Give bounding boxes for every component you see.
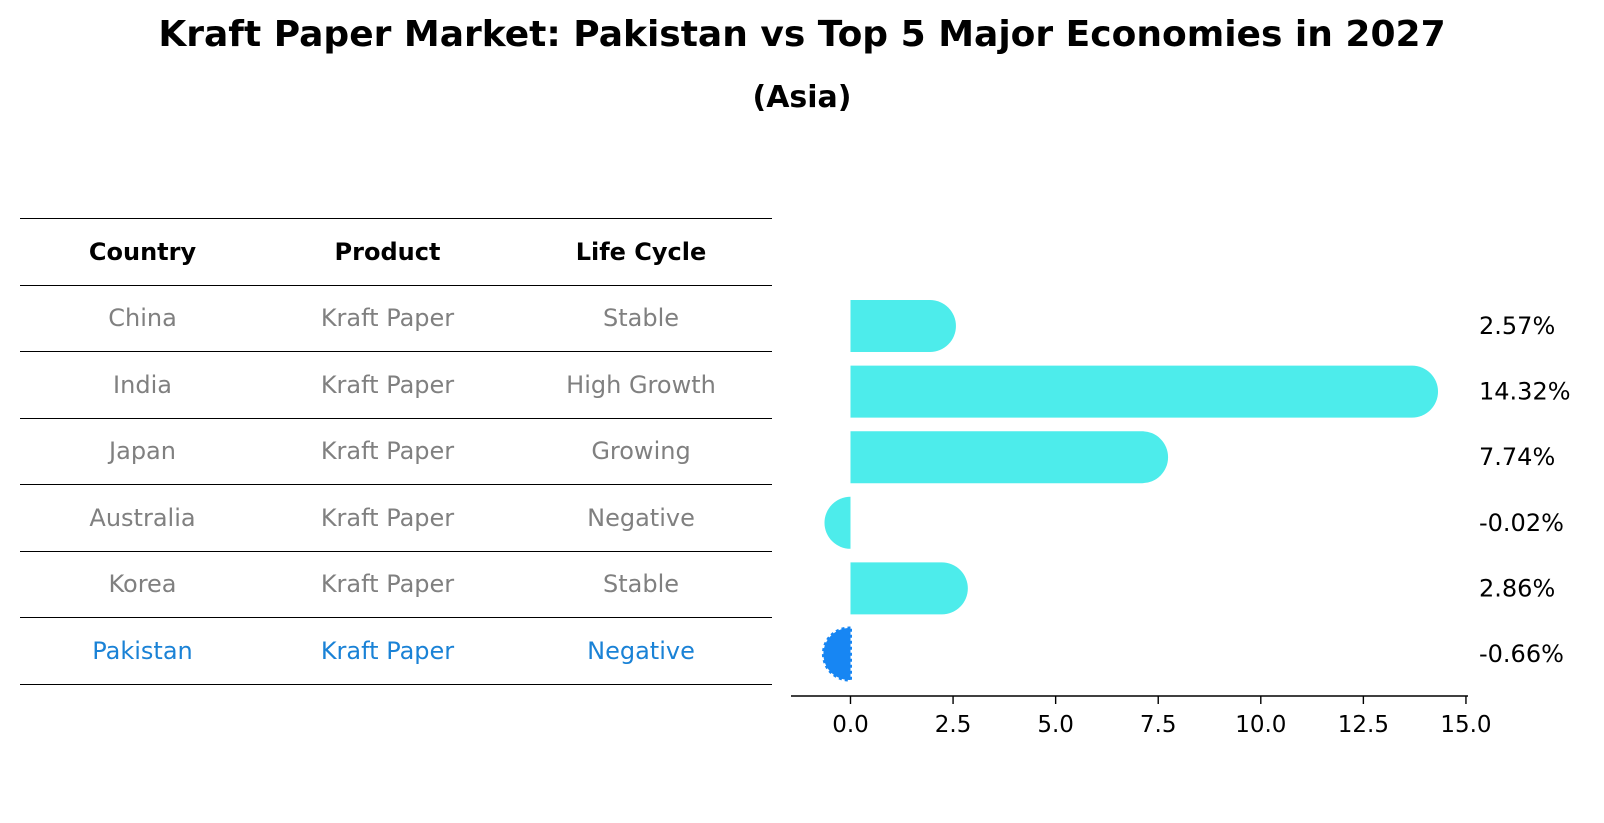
cell-product: Kraft Paper	[265, 484, 510, 552]
x-tick-label: 5.0	[1037, 712, 1074, 738]
cell-country: Japan	[20, 418, 265, 485]
cell-life-cycle: Negative	[510, 484, 772, 552]
x-tick-label: 15.0	[1440, 712, 1491, 738]
cell-life-cycle: Stable	[510, 551, 772, 618]
cell-life-cycle: High Growth	[510, 351, 772, 419]
x-tick-label: 10.0	[1235, 712, 1286, 738]
cell-life-cycle: Stable	[510, 285, 772, 352]
bar-india	[850, 365, 1439, 418]
cell-life-cycle: Negative	[510, 617, 772, 685]
value-label-pakistan: -0.66%	[1479, 640, 1564, 668]
value-label-australia: -0.02%	[1479, 509, 1564, 537]
header-life-cycle: Life Cycle	[510, 218, 772, 286]
table-row: India Kraft Paper High Growth	[20, 351, 772, 419]
data-table: Country Product Life Cycle China Kraft P…	[20, 218, 772, 685]
header-product: Product	[265, 218, 510, 286]
bar-japan	[850, 431, 1169, 484]
bar-korea	[850, 562, 968, 615]
cell-product: Kraft Paper	[265, 551, 510, 618]
cell-life-cycle: Growing	[510, 418, 772, 485]
value-label-india: 14.32%	[1479, 378, 1571, 406]
x-tick-label: 7.5	[1140, 712, 1177, 738]
cell-product: Kraft Paper	[265, 285, 510, 352]
x-tick-label: 12.5	[1338, 712, 1389, 738]
chart-title: Kraft Paper Market: Pakistan vs Top 5 Ma…	[158, 14, 1446, 55]
cell-country: Pakistan	[20, 617, 265, 685]
cell-country: Korea	[20, 551, 265, 618]
value-label-korea: 2.86%	[1479, 574, 1555, 602]
table-row: Korea Kraft Paper Stable	[20, 551, 772, 618]
x-tick-label: 2.5	[935, 712, 972, 738]
table-row: Australia Kraft Paper Negative	[20, 484, 772, 552]
table-header-row: Country Product Life Cycle	[20, 218, 772, 286]
bar-australia	[824, 496, 851, 549]
value-label-china: 2.57%	[1479, 312, 1555, 340]
table-row-highlighted: Pakistan Kraft Paper Negative	[20, 617, 772, 685]
chart-subtitle: (Asia)	[752, 80, 852, 115]
bar-pakistan	[821, 626, 852, 682]
cell-country: Australia	[20, 484, 265, 552]
cell-product: Kraft Paper	[265, 418, 510, 485]
table-row: China Kraft Paper Stable	[20, 285, 772, 352]
bar-china	[850, 300, 956, 352]
table-row: Japan Kraft Paper Growing	[20, 418, 772, 485]
x-tick-label: 0.0	[832, 712, 869, 738]
cell-product: Kraft Paper	[265, 351, 510, 419]
header-country: Country	[20, 218, 265, 286]
cell-product: Kraft Paper	[265, 617, 510, 685]
cell-country: India	[20, 351, 265, 419]
value-label-japan: 7.74%	[1479, 443, 1555, 471]
cell-country: China	[20, 285, 265, 352]
